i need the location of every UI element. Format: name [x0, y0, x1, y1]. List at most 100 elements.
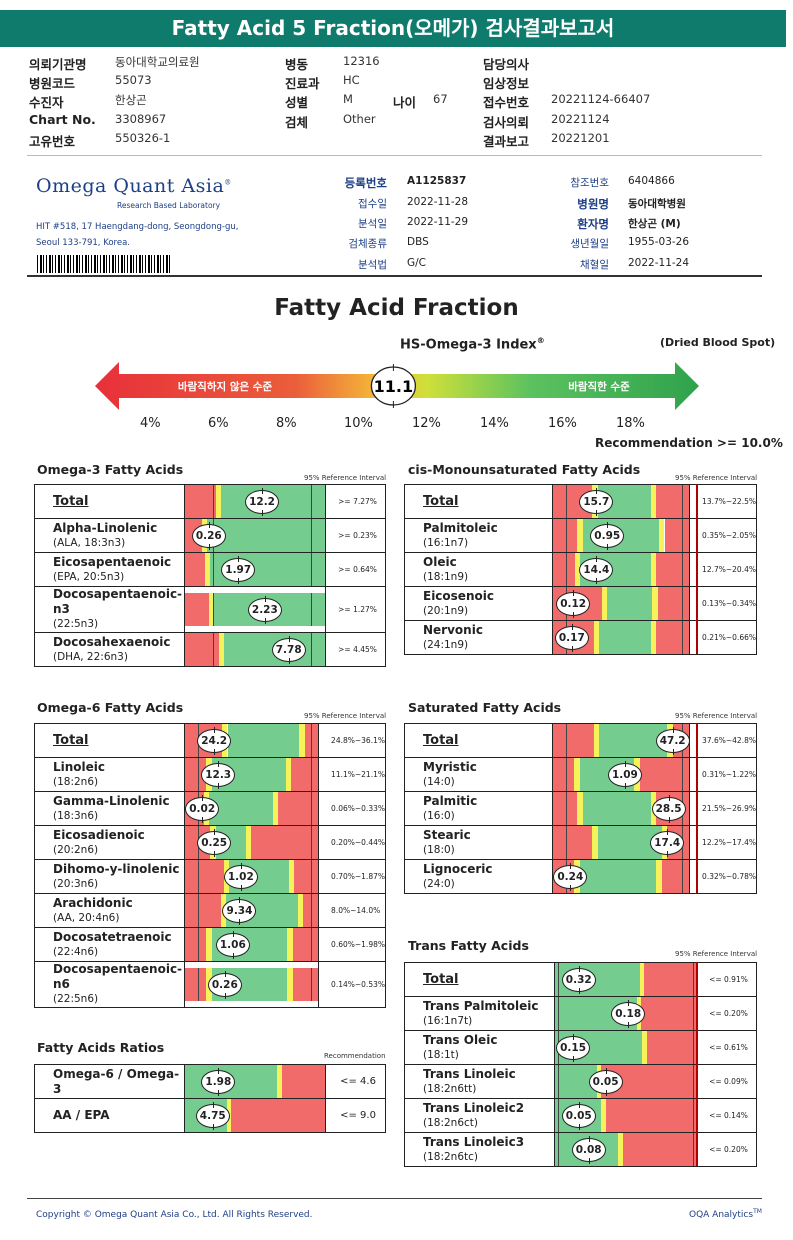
acid-notation: (24:0) — [423, 877, 455, 890]
reference-line — [557, 997, 559, 1030]
result-bar: 14.4 — [551, 552, 691, 587]
fatty-acid-name: Arachidonic (AA, 20:4n6) — [34, 893, 185, 928]
table-row: Docosahexaenoic (DHA, 22:6n3) 7.78 >= 4.45% — [34, 632, 386, 667]
reference-line — [693, 1065, 695, 1098]
result-value-bubble: 1.98 — [201, 1067, 236, 1096]
bar-zone-green — [599, 621, 651, 654]
patient-label: 수진자 — [29, 95, 64, 110]
table-row: Oleic (18:1n9) 14.4 12.7%~20.4% — [404, 552, 757, 587]
reference-line — [311, 758, 313, 791]
result-bar: 9.34 — [183, 893, 320, 928]
lab-field-value: 2022-11-29 — [407, 216, 469, 228]
bar-zone-yellow — [218, 633, 225, 666]
result-value-bubble: 0.17 — [554, 623, 589, 652]
fatty-acid-name: Total — [404, 723, 553, 758]
acid-label: Trans Linoleic3 — [423, 1134, 525, 1149]
result-bar: 1.06 — [183, 927, 320, 962]
fatty-acid-name: Docosahexaenoic (DHA, 22:6n3) — [34, 632, 185, 667]
lab-field-value: G/C — [407, 257, 427, 269]
result-bar: 1.09 — [551, 757, 691, 792]
result-value-bubble: 0.12 — [556, 589, 591, 618]
bar-zone-red — [656, 485, 690, 518]
scale-tick-label: 4% — [140, 416, 161, 431]
reference-interval: 0.14%~0.53% — [318, 961, 386, 1008]
reference-interval: <= 4.6 — [325, 1064, 386, 1099]
result-value-bubble: 0.08 — [571, 1135, 606, 1164]
fatty-acid-name: Docosatetraenoic (22:4n6) — [34, 927, 185, 962]
patient-label: 병원코드 — [29, 76, 76, 91]
bar-track: 47.2 — [552, 724, 690, 757]
bar-zone-red — [552, 724, 594, 757]
hs-reg-mark: ® — [536, 336, 545, 345]
acid-label: Palmitic — [423, 793, 478, 808]
fatty-acid-name: Trans Linoleic3 (18:2n6tc) — [404, 1132, 555, 1167]
acid-notation: (16:0) — [423, 809, 455, 822]
table-row: Total 24.2 24.8%~36.1% — [34, 723, 386, 758]
sfa-section-title: Saturated Fatty Acids — [408, 700, 562, 715]
patient-value: 동아대학교의료원 — [115, 55, 200, 69]
section-main-title: Fatty Acid Fraction — [274, 295, 519, 321]
result-value-bubble: 14.4 — [579, 555, 614, 584]
reference-interval-header: 95% Reference Interval — [304, 474, 387, 482]
fatty-acid-name: Gamma-Linolenic (18:3n6) — [34, 791, 185, 826]
acid-notation: (20:2n6) — [53, 843, 99, 856]
bar-zone-red — [184, 758, 207, 791]
fatty-acid-name: Lignoceric (24:0) — [404, 859, 553, 894]
patient-label: 성별 — [285, 95, 309, 110]
lab-field-label: 검체종류 — [348, 238, 387, 250]
table-row: Trans Linoleic3 (18:2n6tc) 0.08 <= 0.20% — [404, 1132, 757, 1167]
result-value-bubble: 1.02 — [223, 862, 258, 891]
patient-value: 550326-1 — [115, 131, 171, 145]
patient-label: 의뢰기관명 — [29, 57, 87, 72]
result-value-bubble: 17.4 — [650, 828, 685, 857]
lab-field-value: DBS — [407, 236, 429, 248]
fatty-acid-name: Oleic (18:1n9) — [404, 552, 553, 587]
table-row: Total 12.2 >= 7.27% — [34, 484, 386, 519]
logo-subtitle: Research Based Laboratory — [117, 201, 221, 210]
lab-field-label: 생년월일 — [570, 238, 609, 250]
reference-interval-header: 95% Reference Interval — [675, 950, 758, 958]
result-bar: 0.08 — [553, 1132, 698, 1167]
table-row: Total 15.7 13.7%~22.5% — [404, 484, 757, 519]
omega6-table: Total 24.2 24.8%~36.1% Linoleic (18:2n6) 12.3… — [34, 723, 386, 1008]
scale-tick-label: 8% — [276, 416, 297, 431]
bar-track: 17.4 — [552, 826, 690, 859]
bar-track: 0.08 — [554, 1133, 697, 1166]
patient-label: 임상정보 — [483, 76, 530, 91]
patient-label: 접수번호 — [483, 95, 530, 110]
reference-line — [566, 826, 568, 859]
result-bar: 4.75 — [183, 1098, 327, 1133]
reference-interval: 0.31%~1.22% — [689, 757, 757, 792]
index-value: 11.1 — [374, 377, 413, 396]
acid-label: Arachidonic — [53, 895, 133, 910]
scale-tick-label: 6% — [208, 416, 229, 431]
acid-notation: (18:1t) — [423, 1048, 459, 1061]
bar-zone-yellow — [618, 1133, 623, 1166]
table-row: Docosapentaenoic-n3 (22:5n3) 2.23 >= 1.27% — [34, 586, 386, 633]
reference-line — [311, 485, 313, 518]
acid-notation: (18:2n6) — [53, 775, 99, 788]
reference-line — [566, 792, 568, 825]
reference-interval: <= 0.20% — [696, 1132, 757, 1167]
bar-track: 12.2 — [184, 485, 326, 518]
bar-zone-yellow — [652, 587, 658, 620]
reference-interval: 37.6%~42.8% — [689, 723, 757, 758]
reference-interval: 8.0%~14.0% — [318, 893, 386, 928]
result-value-bubble: 28.5 — [651, 794, 686, 823]
reference-line — [311, 519, 313, 552]
bar-track: 0.32 — [554, 963, 697, 996]
bar-track: 0.26 — [184, 968, 319, 1001]
acid-label: Trans Linoleic — [423, 1066, 516, 1081]
patient-value: 3308967 — [115, 112, 167, 126]
omega3-table: Total 12.2 >= 7.27% Alpha-Linolenic (ALA, 18… — [34, 484, 386, 667]
acid-label: Oleic — [423, 554, 457, 569]
bar-zone-yellow — [287, 968, 293, 1001]
reference-line — [213, 633, 214, 666]
hs-omega3-index-title: HS-Omega-3 Index® — [400, 336, 545, 352]
result-bar: 2.23 — [183, 586, 327, 633]
bar-zone-green — [582, 792, 651, 825]
patient-value: 55073 — [115, 73, 152, 87]
acid-label: AA / EPA — [53, 1108, 110, 1122]
result-value-bubble: 12.3 — [201, 760, 236, 789]
brand-tm: TM — [753, 1208, 762, 1215]
